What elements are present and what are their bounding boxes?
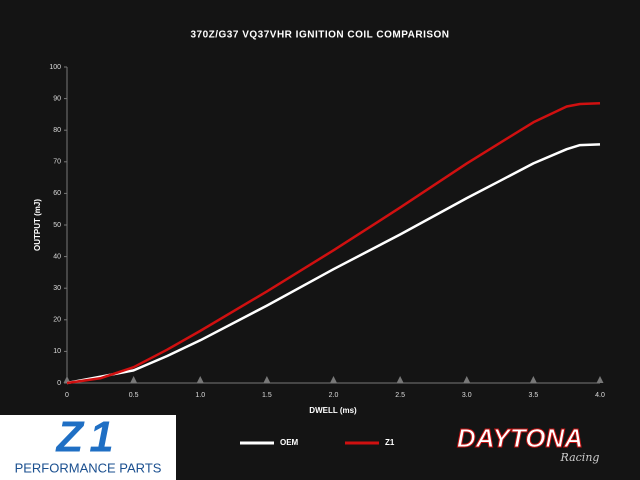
legend-label: Z1 xyxy=(385,438,395,447)
left-logo: Z1 PERFORMANCE PARTS xyxy=(0,413,176,480)
x-tick xyxy=(263,376,271,383)
y-tick-label: 60 xyxy=(53,190,61,197)
x-tick xyxy=(130,376,138,383)
x-tick-label: 3.0 xyxy=(462,392,472,399)
x-tick-label: 1.5 xyxy=(262,392,272,399)
x-tick-label: 1.0 xyxy=(195,392,205,399)
y-tick-label: 20 xyxy=(53,317,61,324)
y-tick-label: 80 xyxy=(53,127,61,134)
x-axis-label: DWELL (ms) xyxy=(309,406,357,415)
y-tick-label: 70 xyxy=(53,159,61,166)
chart-title: 370Z/G37 VQ37VHR IGNITION COIL COMPARISO… xyxy=(190,30,449,41)
y-tick-label: 30 xyxy=(53,285,61,292)
y-axis-label: OUTPUT (mJ) xyxy=(33,199,42,251)
x-tick xyxy=(63,376,71,383)
x-tick xyxy=(529,376,537,383)
logo-box xyxy=(0,415,176,480)
logo-script: Racing xyxy=(560,451,600,464)
y-tick-label: 50 xyxy=(53,222,61,229)
x-tick xyxy=(330,376,337,383)
x-tick-label: 0.5 xyxy=(129,392,139,399)
legend-label: OEM xyxy=(280,438,299,447)
x-tick-label: 0 xyxy=(65,392,69,399)
line xyxy=(66,102,601,385)
y-tick-label: 40 xyxy=(53,253,61,260)
x-tick-label: 2.5 xyxy=(395,392,405,399)
x-tick-label: 3.5 xyxy=(529,392,539,399)
y-tick-label: 100 xyxy=(49,64,61,71)
line xyxy=(66,143,601,385)
x-tick xyxy=(596,376,604,383)
logo-text: DAYTONA xyxy=(457,423,583,453)
x-tick xyxy=(196,376,204,383)
logo-text: PERFORMANCE PARTS xyxy=(15,460,162,475)
x-tick xyxy=(396,376,404,383)
y-tick-label: 0 xyxy=(57,380,61,387)
x-tick xyxy=(463,376,471,383)
y-tick-label: 90 xyxy=(53,95,61,102)
y-tick-label: 10 xyxy=(53,348,61,355)
logo-mark: Z1 xyxy=(54,413,119,462)
right-logo: DAYTONA Racing xyxy=(456,422,600,464)
x-tick-label: 2.0 xyxy=(329,392,339,399)
x-tick-label: 4.0 xyxy=(595,392,605,399)
